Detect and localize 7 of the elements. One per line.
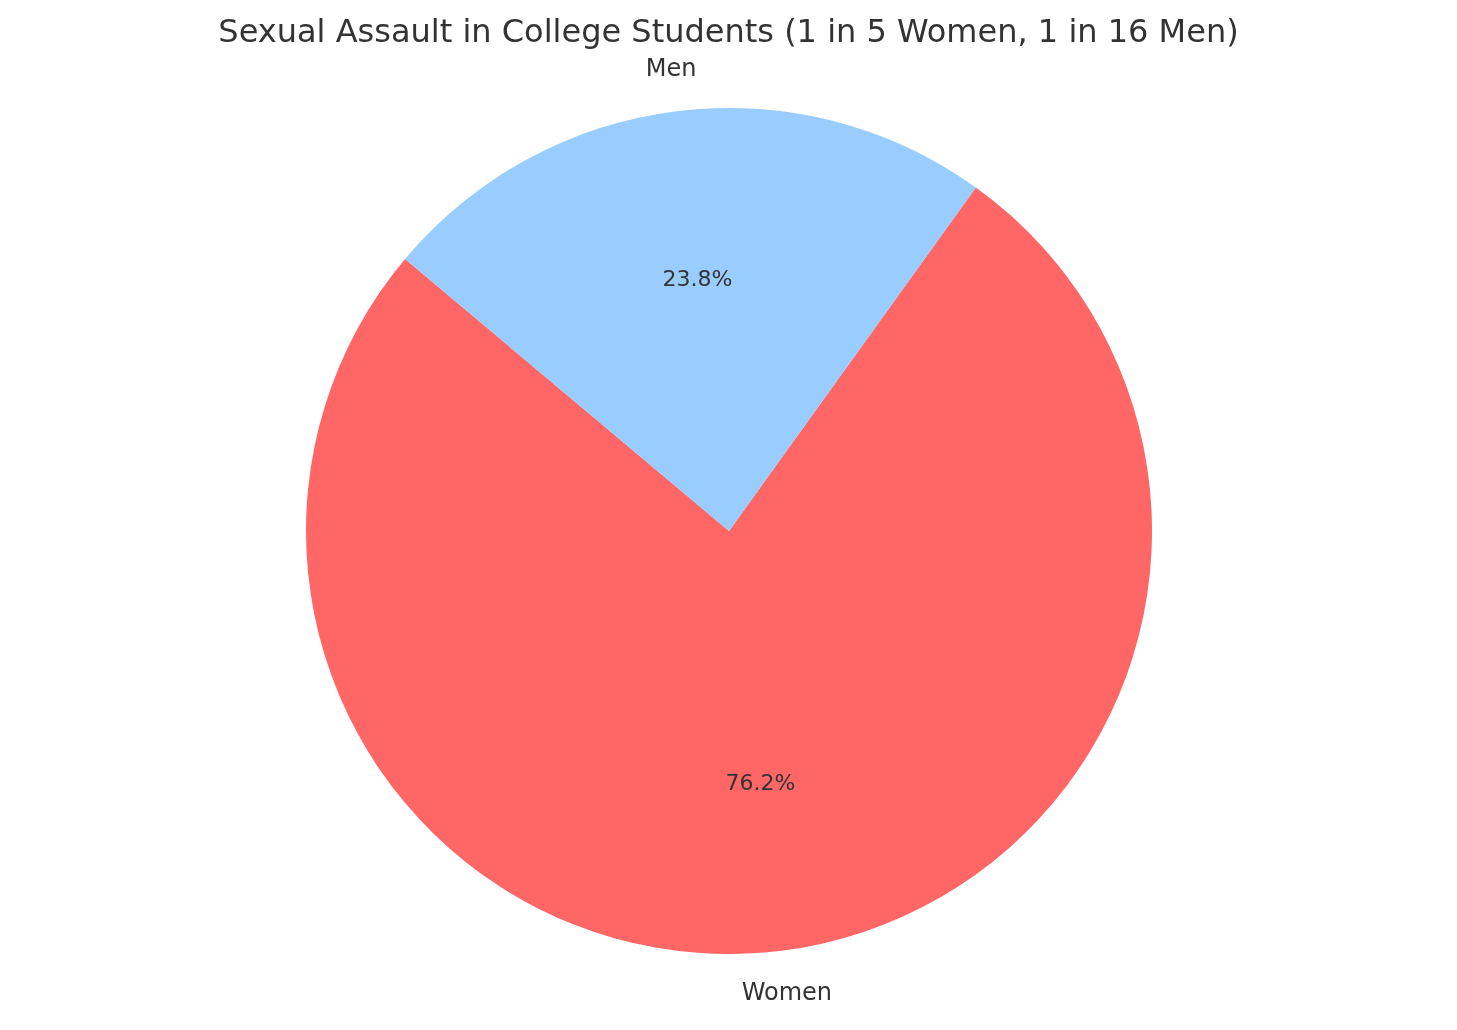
pie-slice [306, 187, 1152, 954]
pie-slice [405, 108, 976, 531]
chart-title: Sexual Assault in College Students (1 in 5 Women, 1 in 16 Men) [218, 12, 1239, 51]
slice-label: Men [645, 54, 697, 83]
slice-label: Women [741, 977, 833, 1006]
data-label: 23.8% [662, 266, 733, 292]
data-label: 76.2% [725, 769, 796, 795]
